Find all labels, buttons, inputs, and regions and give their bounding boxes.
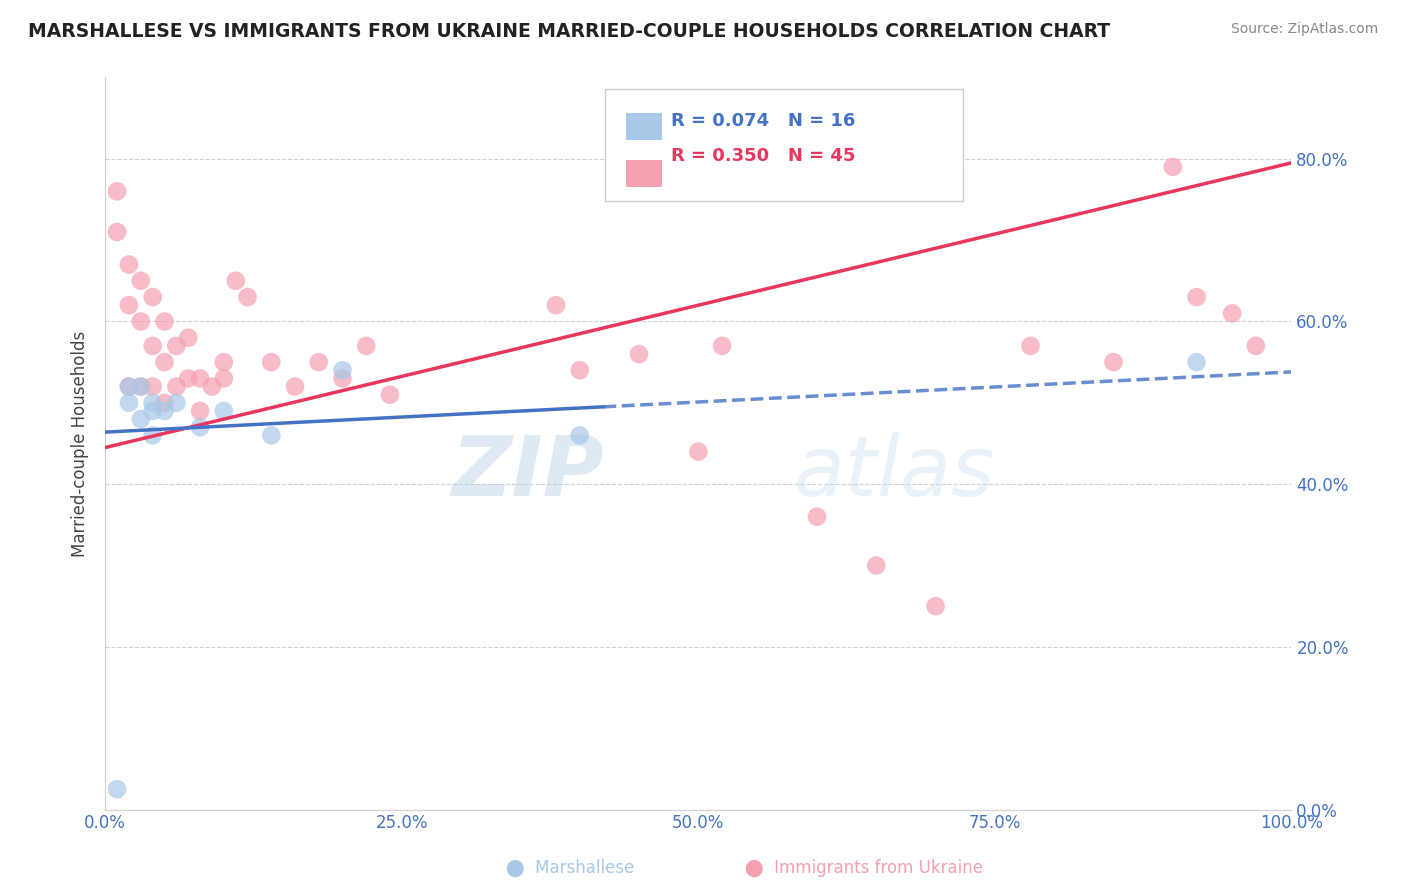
Text: MARSHALLESE VS IMMIGRANTS FROM UKRAINE MARRIED-COUPLE HOUSEHOLDS CORRELATION CHA: MARSHALLESE VS IMMIGRANTS FROM UKRAINE M… xyxy=(28,22,1111,41)
Point xyxy=(177,371,200,385)
Point xyxy=(153,404,176,418)
Point xyxy=(129,379,152,393)
Y-axis label: Married-couple Households: Married-couple Households xyxy=(72,330,89,557)
Point xyxy=(118,258,141,272)
Text: ⬤  Immigrants from Ukraine: ⬤ Immigrants from Ukraine xyxy=(745,858,983,877)
Point xyxy=(129,412,152,426)
Point xyxy=(105,782,128,797)
Point xyxy=(1185,290,1208,304)
Point xyxy=(165,379,187,393)
Text: R = 0.074   N = 16: R = 0.074 N = 16 xyxy=(671,112,855,129)
Text: Source: ZipAtlas.com: Source: ZipAtlas.com xyxy=(1230,22,1378,37)
Point xyxy=(118,298,141,312)
Text: ZIP: ZIP xyxy=(451,433,603,513)
Point xyxy=(332,363,354,377)
Point xyxy=(924,599,946,614)
Point xyxy=(142,290,165,304)
Point xyxy=(568,428,591,442)
Point xyxy=(212,404,235,418)
Point xyxy=(129,274,152,288)
Point xyxy=(188,420,211,434)
Point xyxy=(284,379,307,393)
Point xyxy=(118,379,141,393)
Point xyxy=(142,379,165,393)
Point xyxy=(105,225,128,239)
Point xyxy=(177,331,200,345)
Point xyxy=(188,404,211,418)
Point xyxy=(165,339,187,353)
Point xyxy=(688,444,710,458)
Point xyxy=(260,428,283,442)
Point xyxy=(1185,355,1208,369)
Text: atlas: atlas xyxy=(793,433,995,513)
Point xyxy=(118,379,141,393)
Point xyxy=(212,355,235,369)
Point xyxy=(153,314,176,328)
Point xyxy=(332,371,354,385)
Point xyxy=(201,379,224,393)
Text: R = 0.350   N = 45: R = 0.350 N = 45 xyxy=(671,147,855,165)
Point xyxy=(354,339,377,353)
Point xyxy=(1102,355,1125,369)
Point xyxy=(1244,339,1267,353)
Point xyxy=(627,347,650,361)
Point xyxy=(260,355,283,369)
Point xyxy=(142,404,165,418)
Text: ⬤  Marshallese: ⬤ Marshallese xyxy=(506,858,634,877)
Point xyxy=(142,339,165,353)
Point xyxy=(118,396,141,410)
Point xyxy=(142,428,165,442)
Point xyxy=(165,396,187,410)
Point xyxy=(1220,306,1243,320)
Point xyxy=(544,298,567,312)
Point xyxy=(308,355,330,369)
Point xyxy=(225,274,247,288)
Point xyxy=(188,371,211,385)
Point xyxy=(153,355,176,369)
Point xyxy=(105,184,128,198)
Point xyxy=(1019,339,1042,353)
Point xyxy=(129,379,152,393)
Point xyxy=(153,396,176,410)
Point xyxy=(1161,160,1184,174)
Point xyxy=(236,290,259,304)
Point xyxy=(129,314,152,328)
Point xyxy=(568,363,591,377)
Point xyxy=(378,387,401,401)
Point xyxy=(212,371,235,385)
Point xyxy=(711,339,734,353)
Point xyxy=(806,509,828,524)
Point xyxy=(865,558,887,573)
Point xyxy=(142,396,165,410)
